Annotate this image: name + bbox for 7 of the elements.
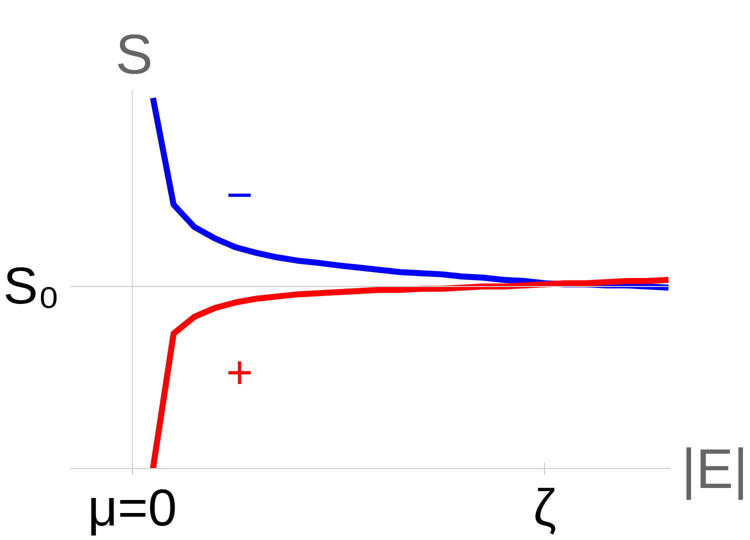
x-tick-label: ζ (533, 480, 556, 538)
x-tick-label: μ=0 (88, 480, 177, 538)
ref-line-label: S₀ (3, 258, 60, 316)
annotation: + (226, 346, 254, 398)
x-axis-title: |E| (682, 437, 748, 500)
y-axis-title: S (116, 22, 153, 86)
annotation: − (226, 168, 254, 220)
